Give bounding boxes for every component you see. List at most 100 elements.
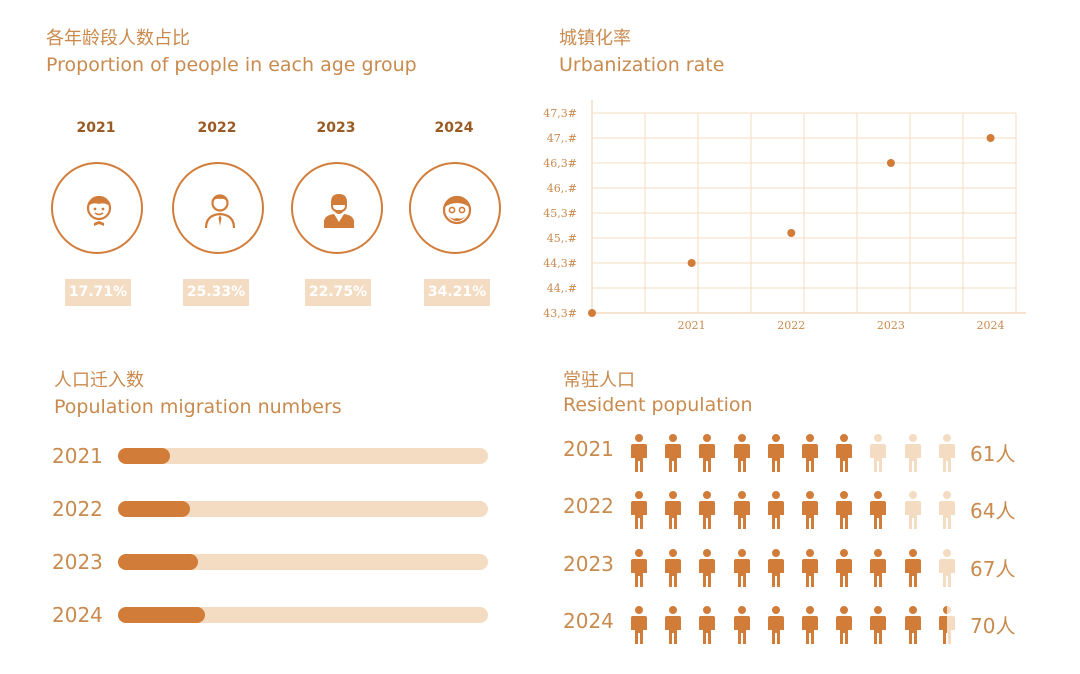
migration-bar-track xyxy=(118,607,488,623)
resident-title-en: Resident population xyxy=(563,394,753,416)
resident-count-label: 70人 xyxy=(970,614,1016,638)
y-tick-label: 45,.# xyxy=(547,232,577,245)
resident-icon-row xyxy=(629,548,971,588)
person-icon xyxy=(802,434,818,472)
resident-year-label: 2021 xyxy=(563,437,614,461)
migration-bar-fill xyxy=(118,554,198,570)
y-tick-label: 44,.# xyxy=(547,282,577,295)
urban-title-en: Urbanization rate xyxy=(559,54,725,76)
person-icon xyxy=(836,549,853,587)
person-icon xyxy=(699,606,716,644)
migration-bar-fill xyxy=(118,448,170,464)
x-tick-label: 2021 xyxy=(678,319,706,332)
person-icon xyxy=(733,434,750,472)
resident-year-label: 2023 xyxy=(563,552,614,576)
age-ring-2024 xyxy=(409,162,501,254)
child-icon xyxy=(86,195,112,226)
person-icon xyxy=(699,549,716,587)
person-icon xyxy=(767,606,784,644)
resident-count-label: 61人 xyxy=(970,442,1016,466)
person-icon xyxy=(938,434,955,472)
migration-bar-fill xyxy=(118,501,190,517)
resident-year-label: 2024 xyxy=(563,609,614,633)
person-icon xyxy=(836,434,853,472)
person-icon xyxy=(631,606,647,644)
person-icon xyxy=(665,434,682,472)
person-icon xyxy=(904,491,921,529)
urbanization-chart: 43,3# 44,.# 44,3# 45,.# 45,3# 46,.# 46,3# 47,.#… xyxy=(543,100,1026,332)
person-icon xyxy=(631,549,647,587)
person-icon xyxy=(870,606,887,644)
person-icon xyxy=(767,549,784,587)
resident-icon-row xyxy=(629,433,971,473)
person-icon xyxy=(870,434,887,472)
person-icon xyxy=(870,549,887,587)
person-icon xyxy=(665,491,682,529)
resident-icon-row xyxy=(629,490,971,530)
resident-year-label: 2022 xyxy=(563,494,614,518)
person-icon xyxy=(699,491,716,529)
resident-icon-row xyxy=(629,605,971,645)
y-tick-label: 46,3# xyxy=(543,157,577,170)
businessman-icon xyxy=(324,194,354,228)
person-icon xyxy=(836,491,853,529)
migration-title-cn: 人口迁入数 xyxy=(54,370,144,391)
age-year-label: 2023 xyxy=(316,120,356,136)
data-point xyxy=(787,229,796,237)
y-tick-label: 47,.# xyxy=(547,132,577,145)
age-year-label: 2024 xyxy=(434,120,474,136)
person-icon xyxy=(733,491,750,529)
resident-count-label: 67人 xyxy=(970,557,1016,581)
migration-bar-fill xyxy=(118,607,205,623)
x-tick-label: 2022 xyxy=(777,319,805,332)
age-ring-2022 xyxy=(172,162,264,254)
resident-title-cn: 常驻人口 xyxy=(563,370,635,391)
migration-year-label: 2022 xyxy=(52,497,103,521)
age-ring-2023 xyxy=(291,162,383,254)
person-icon xyxy=(938,491,955,529)
migration-title-en: Population migration numbers xyxy=(54,396,342,418)
person-icon xyxy=(938,549,955,587)
migration-year-label: 2024 xyxy=(52,603,103,627)
elderly-icon xyxy=(442,195,472,225)
person-icon xyxy=(631,434,647,472)
y-tick-label: 43,3# xyxy=(543,307,577,320)
x-tick-label: 2024 xyxy=(977,319,1005,332)
person-icon xyxy=(733,606,750,644)
urban-title-cn: 城镇化率 xyxy=(559,28,631,49)
migration-year-label: 2021 xyxy=(52,444,103,468)
age-title-en: Proportion of people in each age group xyxy=(46,54,417,76)
data-point xyxy=(886,159,895,167)
y-tick-label: 45,3# xyxy=(543,207,577,220)
person-icon xyxy=(904,434,921,472)
migration-year-label: 2023 xyxy=(52,550,103,574)
migration-bar-track xyxy=(118,501,488,517)
age-percent-badge: 34.21% xyxy=(424,279,490,306)
person-icon xyxy=(665,606,682,644)
person-icon xyxy=(631,491,647,529)
person-icon xyxy=(904,606,921,644)
young-man-icon xyxy=(204,194,236,229)
x-tick-label: 2023 xyxy=(877,319,905,332)
age-title-cn: 各年龄段人数占比 xyxy=(46,28,190,49)
person-icon xyxy=(665,549,682,587)
person-icon xyxy=(767,491,784,529)
person-icon xyxy=(836,606,853,644)
age-percent-badge: 17.71% xyxy=(65,279,131,306)
person-icon xyxy=(802,606,818,644)
age-year-label: 2021 xyxy=(76,120,116,136)
person-icon xyxy=(767,434,784,472)
y-tick-label: 44,3# xyxy=(543,257,577,270)
data-point xyxy=(986,134,995,142)
person-icon xyxy=(870,491,887,529)
person-icon xyxy=(938,606,955,644)
person-icon xyxy=(802,549,818,587)
person-icon xyxy=(733,549,750,587)
age-percent-badge: 25.33% xyxy=(183,279,249,306)
data-point xyxy=(588,309,596,317)
age-ring-2021 xyxy=(51,162,143,254)
data-point xyxy=(687,259,696,267)
person-icon xyxy=(904,549,921,587)
migration-bar-track xyxy=(118,554,488,570)
person-icon xyxy=(699,434,716,472)
